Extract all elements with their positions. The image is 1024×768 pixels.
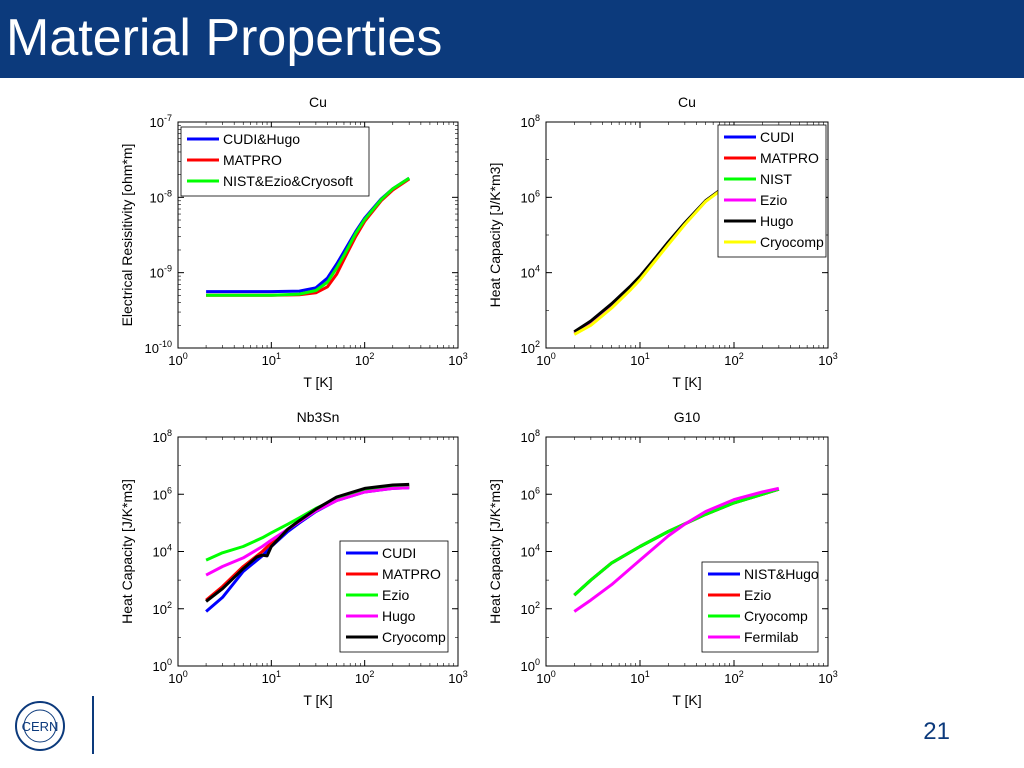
chart-4: 100 101 102 103 100 102 104 106 108 G10 T [K] Heat … xyxy=(487,409,838,708)
chart-1: 100 101 102 103 10-10 10-9 10-8 10-7 Cu T [K] Elec… xyxy=(119,94,468,390)
series-line-4 xyxy=(573,486,780,613)
legend-label: MATPRO xyxy=(223,152,282,168)
chart-title: Nb3Sn xyxy=(297,409,340,425)
legend: CUDI MATPRO Ezio Hugo Cryocomp xyxy=(339,540,449,653)
x-tick-label: 103 xyxy=(448,351,467,368)
legend-box xyxy=(717,124,827,258)
legend-label: Fermilab xyxy=(744,629,799,645)
y-tick-label: 106 xyxy=(153,485,172,502)
slide-title: Material Properties xyxy=(6,9,443,67)
x-axis-label: T [K] xyxy=(672,692,701,708)
x-axis-label: T [K] xyxy=(672,374,701,390)
y-tick-label: 104 xyxy=(521,543,540,560)
page-number: 21 xyxy=(923,718,950,745)
y-tick-label: 104 xyxy=(153,543,172,560)
series-line-3 xyxy=(206,176,411,297)
x-axis-label: T [K] xyxy=(303,692,332,708)
x-tick-label: 102 xyxy=(724,351,743,368)
x-tick-label: 100 xyxy=(536,351,555,368)
chart-3: 100 101 102 103 100 102 104 106 108 Nb3Sn T [K] Hea… xyxy=(119,409,468,708)
x-tick-label: 102 xyxy=(724,669,743,686)
x-axis-label: T [K] xyxy=(303,374,332,390)
y-tick-label: 100 xyxy=(521,657,540,674)
y-axis-label: Heat Capacity [J/K*m3] xyxy=(487,479,503,624)
legend-label: Ezio xyxy=(760,192,787,208)
legend-label: Cryocomp xyxy=(744,608,808,624)
legend-label: Cryocomp xyxy=(382,629,446,645)
legend: NIST&Hugo Ezio Cryocomp Fermilab xyxy=(701,561,819,653)
x-tick-label: 100 xyxy=(168,351,187,368)
series-line-5 xyxy=(205,482,410,603)
chart-title: G10 xyxy=(674,409,701,425)
legend-label: Hugo xyxy=(382,608,416,624)
y-tick-label: 102 xyxy=(521,600,540,617)
x-tick-label: 101 xyxy=(630,669,649,686)
x-tick-label: 103 xyxy=(818,351,837,368)
y-tick-label: 106 xyxy=(521,485,540,502)
legend-label: NIST xyxy=(760,171,792,187)
y-axis-label: Heat Capacity [J/K*m3] xyxy=(487,163,503,308)
y-tick-label: 102 xyxy=(521,339,540,356)
y-tick-label: 106 xyxy=(521,188,540,205)
y-tick-label: 10-9 xyxy=(150,264,172,281)
x-tick-label: 103 xyxy=(448,669,467,686)
x-tick-label: 102 xyxy=(355,351,374,368)
cern-logo: CERN xyxy=(15,696,94,754)
y-tick-label: 10-10 xyxy=(145,339,172,356)
series-line-3 xyxy=(205,484,410,562)
legend: CUDI&Hugo MATPRO NIST&Ezio&Cryosoft xyxy=(180,126,370,197)
y-tick-label: 100 xyxy=(153,657,172,674)
x-tick-label: 101 xyxy=(262,351,281,368)
x-tick-label: 102 xyxy=(355,669,374,686)
logo-text: CERN xyxy=(22,719,59,734)
legend-label: Ezio xyxy=(744,587,771,603)
legend-label: Ezio xyxy=(382,587,409,603)
legend-label: NIST&Ezio&Cryosoft xyxy=(223,173,353,189)
chart-2: 100 101 102 103 102 104 106 108 Cu T [K] Heat Capa… xyxy=(487,94,838,390)
legend-label: MATPRO xyxy=(382,566,441,582)
title-bar: Material Properties xyxy=(0,0,1024,78)
legend: CUDI MATPRO NIST Ezio Hugo Cryocomp xyxy=(717,124,827,258)
y-axis-label: Heat Capacity [J/K*m3] xyxy=(119,479,135,624)
legend-label: CUDI xyxy=(382,545,416,561)
y-tick-label: 108 xyxy=(521,428,540,445)
x-tick-label: 100 xyxy=(168,669,187,686)
x-tick-label: 101 xyxy=(630,351,649,368)
y-tick-label: 102 xyxy=(153,600,172,617)
y-tick-label: 108 xyxy=(153,428,172,445)
y-tick-label: 108 xyxy=(521,113,540,130)
y-tick-label: 10-8 xyxy=(150,188,172,205)
y-tick-label: 104 xyxy=(521,264,540,281)
chart-title: Cu xyxy=(309,94,327,110)
legend-label: MATPRO xyxy=(760,150,819,166)
legend-label: Cryocomp xyxy=(760,234,824,250)
legend-label: CUDI xyxy=(760,129,794,145)
legend-label: NIST&Hugo xyxy=(744,566,819,582)
y-tick-label: 10-7 xyxy=(150,113,172,130)
chart-title: Cu xyxy=(678,94,696,110)
x-tick-label: 100 xyxy=(536,669,555,686)
series-line-6 xyxy=(573,190,721,336)
x-tick-label: 103 xyxy=(818,669,837,686)
y-axis-label: Electrical Resisitivity [ohm*m] xyxy=(119,144,135,327)
legend-label: CUDI&Hugo xyxy=(223,131,300,147)
legend-label: Hugo xyxy=(760,213,794,229)
x-tick-label: 101 xyxy=(262,669,281,686)
series-line-3 xyxy=(573,487,780,597)
